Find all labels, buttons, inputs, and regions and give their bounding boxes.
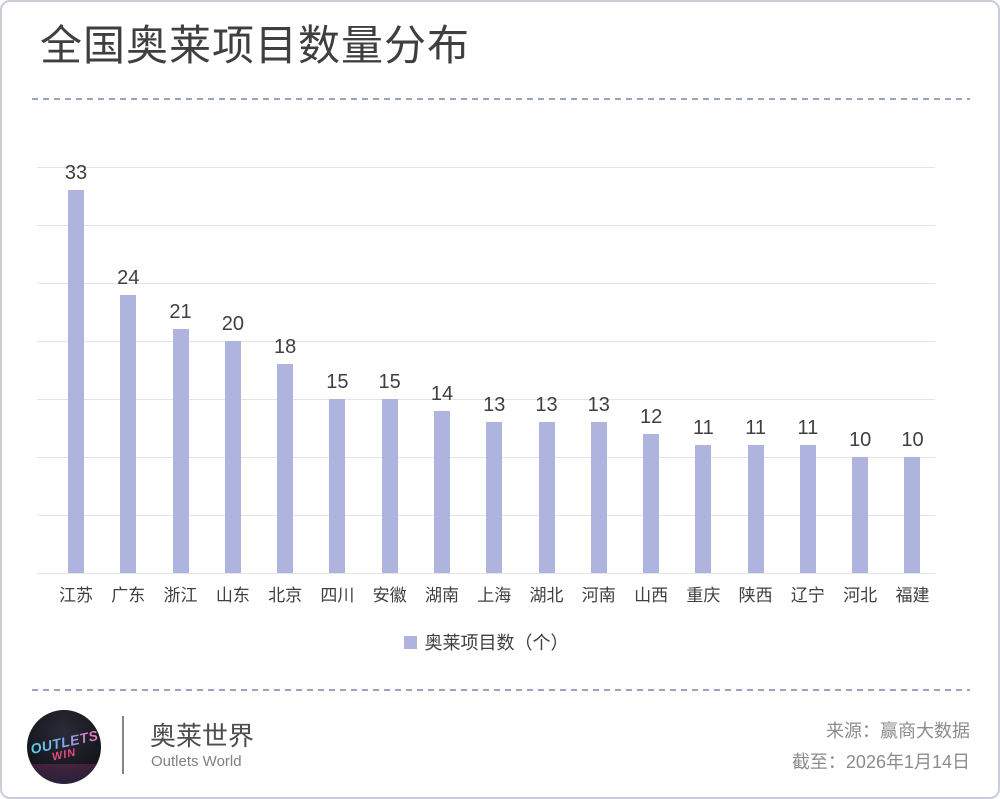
bar xyxy=(68,190,84,573)
x-axis-label: 山东 xyxy=(215,586,250,605)
x-axis-label: 辽宁 xyxy=(790,586,825,605)
bar xyxy=(224,341,241,573)
bar xyxy=(172,329,189,573)
footer-divider-line xyxy=(122,716,124,774)
bar xyxy=(538,422,555,573)
x-axis-label: 上海 xyxy=(477,586,512,605)
bar xyxy=(590,422,607,573)
as-of-line: 截至：2026年1月14日 xyxy=(791,752,970,772)
gridline xyxy=(37,167,935,168)
gridline xyxy=(37,225,935,226)
bar-value-label: 14 xyxy=(430,382,454,405)
bar xyxy=(433,410,450,573)
x-axis-label: 陕西 xyxy=(738,586,773,605)
bar-value-label: 33 xyxy=(64,162,88,185)
bar-value-label: 11 xyxy=(797,417,819,440)
bar xyxy=(381,399,398,573)
bar-value-label: 11 xyxy=(745,417,766,440)
bar-value-label: 13 xyxy=(483,394,506,417)
bar xyxy=(486,422,503,573)
x-axis-label: 福建 xyxy=(895,586,930,605)
brand-name-cn: 奥莱世界 xyxy=(150,721,255,751)
bar xyxy=(904,457,921,573)
gridline xyxy=(37,399,935,400)
bar-value-label: 15 xyxy=(326,371,349,393)
brand-name-en: Outlets World xyxy=(151,753,242,770)
bar xyxy=(643,433,660,573)
x-axis-label: 重庆 xyxy=(686,586,721,605)
x-axis-label: 北京 xyxy=(268,586,303,605)
x-axis-label: 湖北 xyxy=(529,586,564,605)
bar xyxy=(277,364,294,573)
x-axis-label: 安徽 xyxy=(372,586,407,605)
bar-value-label: 12 xyxy=(639,405,663,428)
chart-legend: 奥莱项目数（个） xyxy=(37,629,935,655)
bar-value-label: 15 xyxy=(378,371,401,393)
top-dashed-divider xyxy=(32,98,970,100)
x-axis-label: 江苏 xyxy=(59,586,93,605)
bar-value-label: 24 xyxy=(117,266,140,289)
x-axis-label: 浙江 xyxy=(163,586,198,605)
chart-title: 全国奥莱项目数量分布 xyxy=(40,22,471,69)
bar xyxy=(799,445,816,573)
gridline xyxy=(37,341,935,342)
x-axis-label: 四川 xyxy=(320,586,355,605)
bar xyxy=(120,294,137,573)
bar-value-label: 10 xyxy=(901,429,924,451)
x-axis-label: 湖南 xyxy=(424,586,459,605)
gridline xyxy=(37,457,935,458)
x-axis-line xyxy=(37,573,935,574)
legend-label: 奥莱项目数（个） xyxy=(424,633,569,653)
gridline xyxy=(37,283,935,284)
outlets-world-logo: OUTLETS WIN xyxy=(27,710,101,784)
bar-value-label: 10 xyxy=(849,429,872,451)
x-axis-label: 山西 xyxy=(634,586,669,605)
x-axis-label: 广东 xyxy=(111,586,146,605)
bar-value-label: 21 xyxy=(169,301,192,324)
bar-value-label: 18 xyxy=(273,336,297,359)
bar xyxy=(747,445,764,573)
bar xyxy=(852,457,869,573)
x-axis-label: 河北 xyxy=(843,586,878,605)
bar-value-label: 20 xyxy=(221,313,244,335)
source-info: 来源：赢商大数据 截至：2026年1月14日 xyxy=(792,716,970,778)
bottom-dashed-divider xyxy=(32,689,970,691)
source-line: 来源：赢商大数据 xyxy=(826,721,970,741)
bar-value-label: 13 xyxy=(587,394,610,417)
bar-value-label: 13 xyxy=(535,394,558,417)
bar-value-label: 11 xyxy=(692,417,714,440)
legend-swatch xyxy=(403,635,417,649)
gridline xyxy=(37,515,935,516)
bar xyxy=(329,399,346,573)
x-axis-label: 河南 xyxy=(581,586,616,605)
bar xyxy=(695,445,712,573)
